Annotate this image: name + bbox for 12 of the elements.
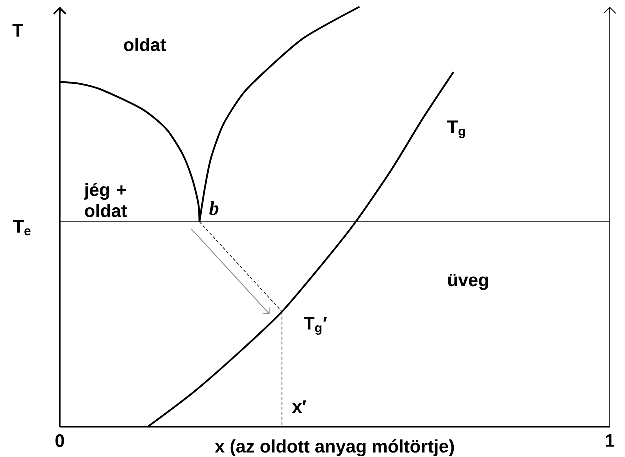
annotation: b [210,201,219,216]
x-tick-label: 1 [606,434,615,447]
annotation: x′ [292,400,306,414]
annotation: T$_{g}$′ [304,317,328,336]
annotation: üveg [448,274,488,290]
annotation: jég + oldat [84,183,128,218]
x-axis-title: x (az oldott anyag móltörtje) [215,440,454,457]
annotation: oldat [124,38,166,52]
series-label: T$_{g}$ [447,120,466,138]
ref-line-label: T$_{e}$ [13,220,31,236]
y-axis-title: T [12,24,24,37]
x-tick-label: 0 [56,434,64,448]
